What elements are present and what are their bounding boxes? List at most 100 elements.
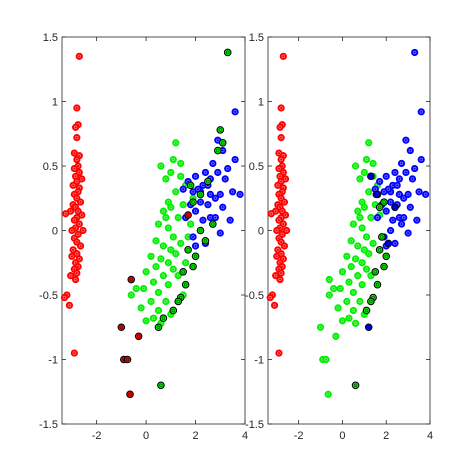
data-point (127, 291, 135, 299)
data-point (126, 390, 134, 399)
data-point (279, 52, 287, 60)
data-point (152, 263, 160, 271)
data-point (226, 216, 234, 224)
data-point (367, 297, 375, 306)
data-point (336, 284, 344, 293)
data-point (191, 207, 200, 215)
data-point (384, 239, 393, 248)
y-tick-label: 1 (258, 97, 264, 109)
data-point (354, 272, 362, 280)
data-point (229, 188, 237, 196)
data-point (360, 203, 368, 211)
data-point (201, 237, 210, 245)
data-point (191, 252, 200, 261)
data-point (373, 214, 382, 222)
data-point (204, 177, 212, 186)
data-point (358, 281, 366, 289)
data-point (154, 323, 163, 332)
data-point (172, 139, 180, 147)
data-point (162, 214, 170, 222)
data-point (356, 297, 364, 306)
data-point (219, 203, 227, 211)
data-point (360, 168, 368, 177)
data-point (216, 126, 225, 134)
data-point (186, 220, 195, 228)
data-point (181, 280, 190, 289)
data-point (73, 104, 81, 112)
data-point (191, 242, 200, 250)
data-point (123, 355, 132, 364)
data-point (218, 138, 227, 147)
x-tick-label: 2 (383, 430, 389, 442)
data-point (417, 108, 425, 116)
data-point (367, 214, 375, 222)
data-point (201, 168, 210, 177)
data-point (211, 214, 219, 222)
data-point (76, 198, 85, 206)
data-point (224, 164, 232, 173)
data-point (159, 242, 167, 250)
data-point (142, 317, 150, 325)
data-point (60, 293, 69, 302)
data-point (351, 381, 360, 390)
data-point (397, 220, 406, 228)
right-scatter-panel: -1.5 -1 -0.5 0 0.5 1 1.5 -2 0 2 4 (245, 32, 433, 442)
y-tick-label: 1.5 (249, 32, 264, 44)
axes-frame (267, 36, 431, 425)
data-point (68, 252, 76, 260)
data-point (270, 301, 279, 309)
data-point (325, 291, 333, 299)
data-point (179, 201, 187, 209)
data-point (159, 314, 168, 323)
x-tick-label: 4 (242, 430, 248, 442)
data-point (380, 198, 388, 206)
y-tick-label: 0.5 (249, 161, 264, 173)
data-point (349, 306, 357, 315)
data-point (395, 190, 403, 198)
data-point (391, 203, 399, 212)
data-point (382, 252, 391, 261)
y-tick-label: 0 (258, 226, 264, 238)
data-point (152, 237, 160, 245)
data-point (422, 190, 430, 198)
data-point (325, 275, 333, 284)
data-point (169, 155, 177, 164)
data-point (223, 48, 232, 57)
data-point (391, 168, 399, 177)
data-point (267, 210, 275, 218)
data-point (79, 226, 87, 235)
data-point (389, 216, 397, 224)
y-tick-label: 0.5 (43, 161, 58, 173)
x-tick-label: 4 (427, 430, 433, 442)
data-point (196, 226, 205, 235)
x-tick-label: -2 (294, 430, 304, 442)
data-point (62, 210, 70, 218)
data-point (356, 175, 364, 183)
data-point (177, 239, 185, 247)
data-point (147, 252, 155, 260)
data-point (149, 314, 158, 322)
data-point (159, 207, 167, 215)
data-point (142, 268, 150, 276)
data-point (393, 181, 401, 189)
data-point (365, 250, 373, 258)
data-point (402, 136, 410, 144)
data-point (277, 104, 285, 112)
data-point (154, 220, 163, 228)
data-point (157, 381, 165, 390)
data-point (73, 155, 81, 164)
data-point (400, 214, 408, 222)
data-point (382, 172, 390, 180)
data-point (358, 259, 366, 267)
data-point (395, 175, 403, 183)
data-point (177, 172, 185, 180)
data-point (209, 159, 217, 168)
y-tick-label: -0.5 (39, 290, 58, 302)
data-point (330, 284, 338, 293)
data-point (386, 226, 395, 235)
data-point (375, 203, 384, 212)
data-point (367, 172, 375, 181)
data-point (211, 194, 219, 202)
data-point (154, 288, 163, 297)
